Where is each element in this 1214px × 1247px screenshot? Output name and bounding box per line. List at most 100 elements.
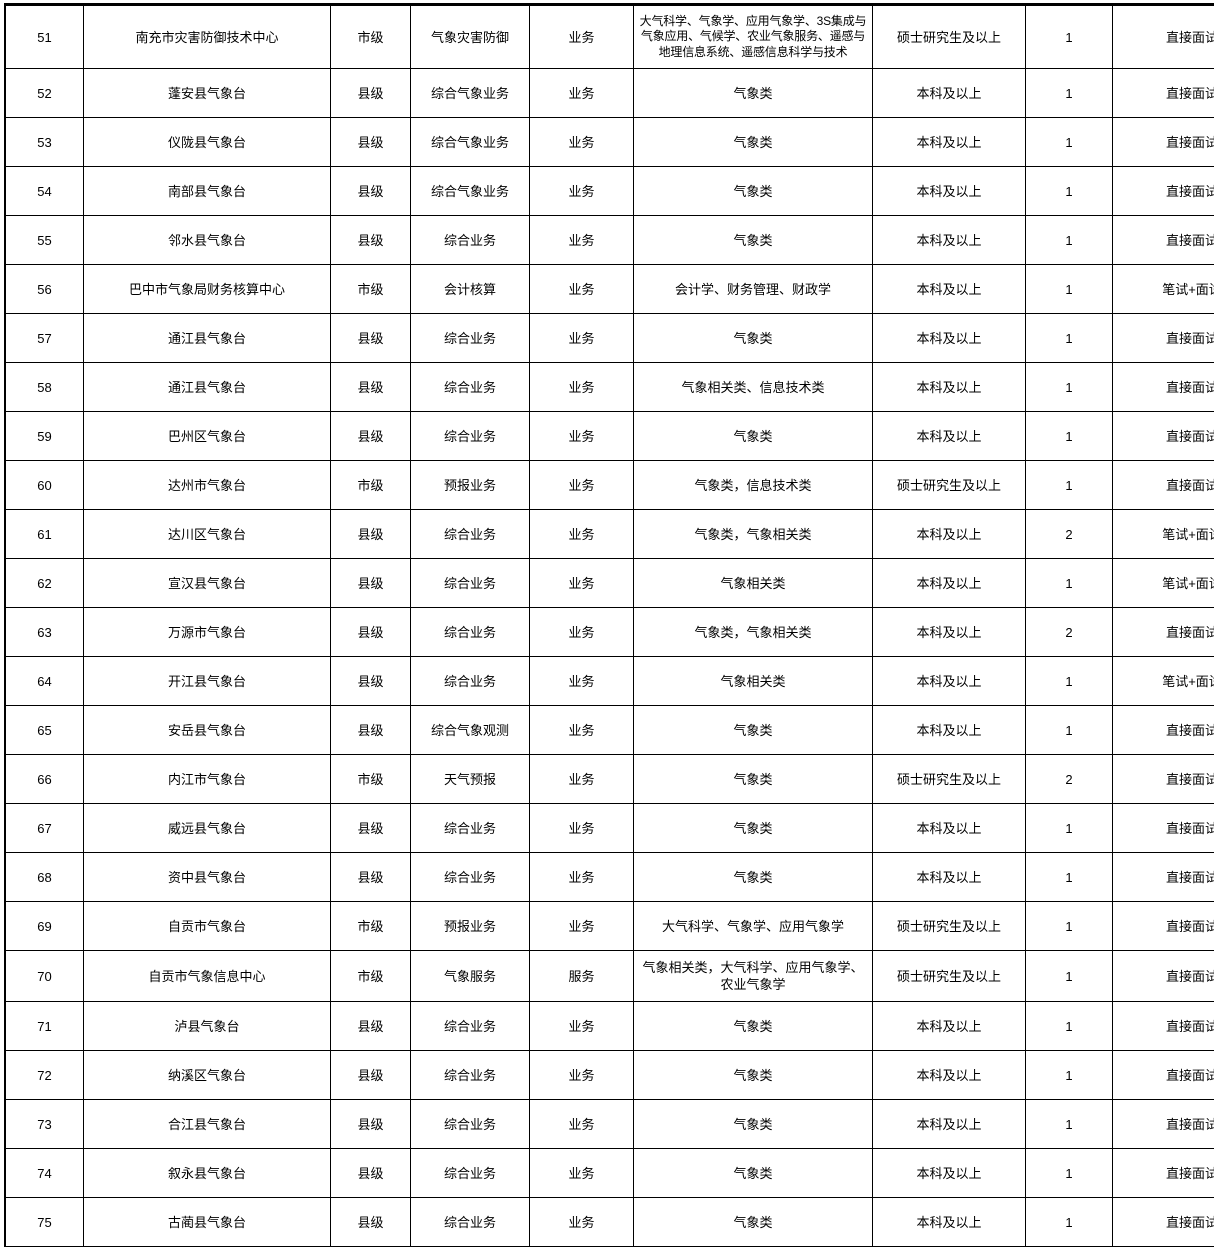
- cell-serial-number: 64: [5, 657, 84, 706]
- cell-required-major: 气象类: [634, 167, 873, 216]
- cell-position-name: 综合业务: [411, 657, 530, 706]
- cell-position-name: 气象服务: [411, 951, 530, 1002]
- cell-position-type: 业务: [530, 412, 634, 461]
- cell-required-degree: 本科及以上: [873, 559, 1026, 608]
- cell-exam-method: 直接面试: [1113, 5, 1214, 69]
- cell-position-name: 会计核算: [411, 265, 530, 314]
- cell-position-type: 业务: [530, 804, 634, 853]
- cell-recruiting-unit: 南部县气象台: [84, 167, 331, 216]
- cell-position-type: 业务: [530, 657, 634, 706]
- cell-required-degree: 本科及以上: [873, 853, 1026, 902]
- cell-exam-method: 直接面试: [1113, 1051, 1214, 1100]
- cell-recruiting-unit: 通江县气象台: [84, 314, 331, 363]
- cell-required-degree: 本科及以上: [873, 1002, 1026, 1051]
- cell-recruiting-unit: 古蔺县气象台: [84, 1198, 331, 1247]
- cell-unit-level: 县级: [331, 69, 411, 118]
- cell-serial-number: 70: [5, 951, 84, 1002]
- cell-required-major: 气象类: [634, 755, 873, 804]
- cell-unit-level: 市级: [331, 951, 411, 1002]
- cell-unit-level: 市级: [331, 755, 411, 804]
- cell-unit-level: 县级: [331, 804, 411, 853]
- cell-unit-level: 县级: [331, 167, 411, 216]
- cell-recruiting-unit: 达川区气象台: [84, 510, 331, 559]
- cell-required-degree: 本科及以上: [873, 1198, 1026, 1247]
- cell-position-type: 业务: [530, 363, 634, 412]
- cell-recruiting-unit: 叙永县气象台: [84, 1149, 331, 1198]
- cell-unit-level: 市级: [331, 265, 411, 314]
- cell-recruiting-unit: 宣汉县气象台: [84, 559, 331, 608]
- cell-required-major: 气象类: [634, 853, 873, 902]
- cell-serial-number: 75: [5, 1198, 84, 1247]
- cell-exam-method: 直接面试: [1113, 118, 1214, 167]
- cell-recruiting-unit: 仪陇县气象台: [84, 118, 331, 167]
- cell-exam-method: 直接面试: [1113, 1002, 1214, 1051]
- cell-position-name: 综合气象观测: [411, 706, 530, 755]
- cell-required-degree: 本科及以上: [873, 608, 1026, 657]
- cell-required-major: 气象类: [634, 1198, 873, 1247]
- cell-required-major: 大气科学、气象学、应用气象学: [634, 902, 873, 951]
- cell-exam-method: 直接面试: [1113, 167, 1214, 216]
- cell-exam-method: 直接面试: [1113, 1100, 1214, 1149]
- cell-required-degree: 硕士研究生及以上: [873, 461, 1026, 510]
- cell-required-degree: 本科及以上: [873, 118, 1026, 167]
- cell-headcount: 1: [1026, 951, 1113, 1002]
- cell-headcount: 1: [1026, 657, 1113, 706]
- cell-position-type: 业务: [530, 853, 634, 902]
- cell-headcount: 1: [1026, 1051, 1113, 1100]
- cell-position-name: 综合业务: [411, 1198, 530, 1247]
- cell-required-major: 气象类: [634, 412, 873, 461]
- cell-unit-level: 县级: [331, 1002, 411, 1051]
- cell-unit-level: 市级: [331, 5, 411, 69]
- cell-position-name: 综合业务: [411, 804, 530, 853]
- cell-position-name: 综合业务: [411, 510, 530, 559]
- cell-headcount: 1: [1026, 314, 1113, 363]
- cell-exam-method: 直接面试: [1113, 69, 1214, 118]
- cell-position-type: 业务: [530, 1149, 634, 1198]
- cell-recruiting-unit: 巴中市气象局财务核算中心: [84, 265, 331, 314]
- cell-serial-number: 66: [5, 755, 84, 804]
- cell-serial-number: 53: [5, 118, 84, 167]
- cell-position-type: 业务: [530, 118, 634, 167]
- cell-exam-method: 直接面试: [1113, 1149, 1214, 1198]
- cell-required-degree: 硕士研究生及以上: [873, 5, 1026, 69]
- cell-required-degree: 本科及以上: [873, 1100, 1026, 1149]
- cell-unit-level: 县级: [331, 363, 411, 412]
- cell-serial-number: 61: [5, 510, 84, 559]
- cell-unit-level: 市级: [331, 461, 411, 510]
- cell-headcount: 1: [1026, 167, 1113, 216]
- cell-position-name: 综合业务: [411, 853, 530, 902]
- cell-required-major: 气象类: [634, 216, 873, 265]
- cell-serial-number: 57: [5, 314, 84, 363]
- cell-position-type: 业务: [530, 1198, 634, 1247]
- cell-required-degree: 硕士研究生及以上: [873, 755, 1026, 804]
- cell-headcount: 1: [1026, 1198, 1113, 1247]
- cell-exam-method: 笔试+面试: [1113, 657, 1214, 706]
- cell-position-name: 综合业务: [411, 1002, 530, 1051]
- cell-unit-level: 县级: [331, 1051, 411, 1100]
- cell-required-degree: 本科及以上: [873, 706, 1026, 755]
- cell-position-type: 业务: [530, 559, 634, 608]
- cell-serial-number: 60: [5, 461, 84, 510]
- cell-headcount: 1: [1026, 706, 1113, 755]
- cell-position-name: 综合业务: [411, 1100, 530, 1149]
- cell-headcount: 2: [1026, 608, 1113, 657]
- cell-position-type: 业务: [530, 755, 634, 804]
- cell-position-name: 综合业务: [411, 216, 530, 265]
- cell-required-major: 气象相关类: [634, 657, 873, 706]
- cell-required-major: 气象类: [634, 118, 873, 167]
